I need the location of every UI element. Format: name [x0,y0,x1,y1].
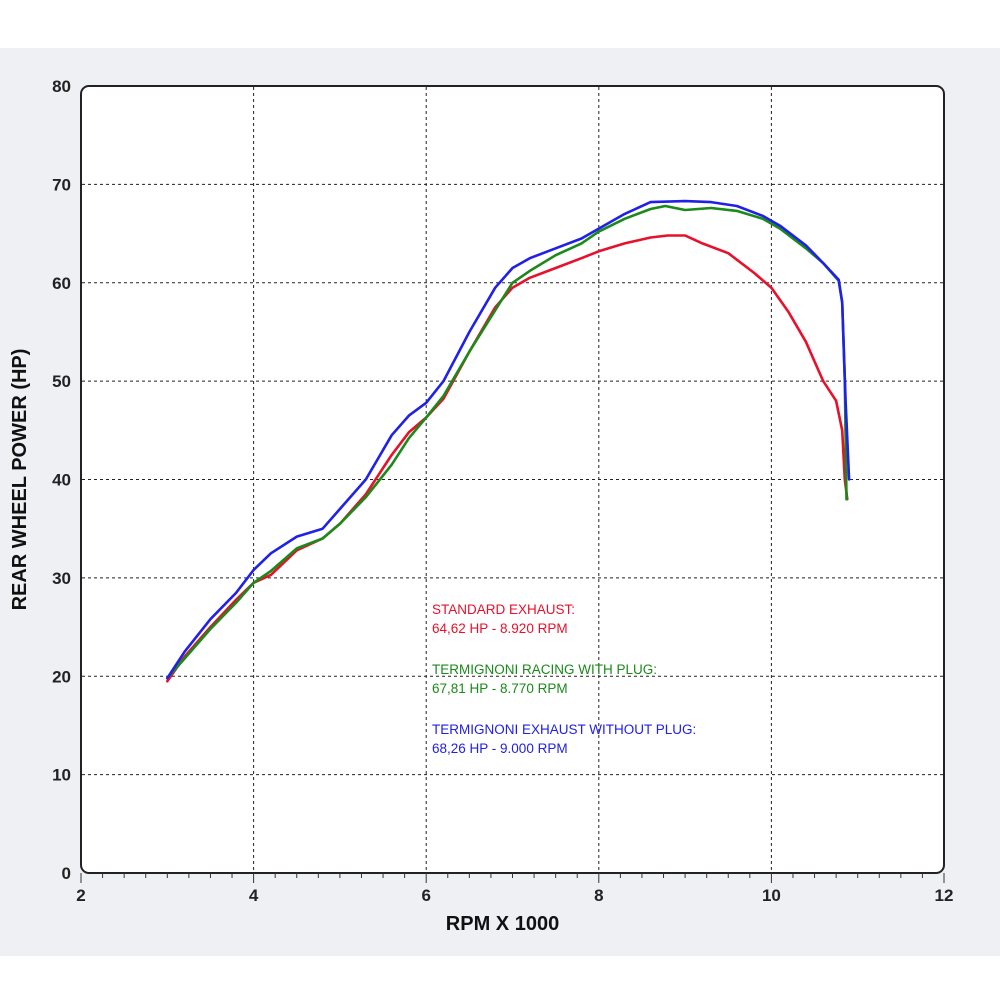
y-tick-label: 80 [52,77,71,96]
series-line-1 [166,234,849,683]
annotation-value: 68,26 HP - 9.000 RPM [432,741,568,756]
grid-lines [82,87,943,872]
y-tick-label: 70 [52,175,71,194]
y-axis-label: REAR WHEEL POWER (HP) [9,349,31,611]
y-tick-label: 0 [62,864,71,883]
y-tick-label: 20 [52,667,71,686]
y-tick-label: 40 [52,471,71,490]
y-tick-label: 30 [52,569,71,588]
x-tick-label: 8 [594,886,603,905]
series-line-2 [166,204,848,680]
annotation-title: TERMIGNONI RACING WITH PLUG: [432,662,657,677]
x-tick-label: 6 [421,886,430,905]
series-lines [166,199,851,683]
x-tick-label: 10 [762,886,781,905]
power-curve-chart: 2 4 6 8 10 12 0 10 20 30 40 50 60 70 80 STANDARD EXHAU… [9,77,953,935]
annotation-value: 67,81 HP - 8.770 RPM [432,681,568,696]
y-tick-label: 10 [52,766,71,785]
x-tick-label: 4 [249,886,259,905]
axis-ticks: 2 4 6 8 10 12 0 10 20 30 40 50 60 70 80 [52,77,953,905]
x-tick-label: 12 [935,886,954,905]
annotation-title: STANDARD EXHAUST: [432,602,575,617]
annotations: STANDARD EXHAUST: 64,62 HP - 8.920 RPM TER… [432,602,696,756]
annotation-title: TERMIGNONI EXHAUST WITHOUT PLUG: [432,722,696,737]
x-tick-label: 2 [76,886,85,905]
y-tick-label: 60 [52,274,71,293]
series-line-3 [166,199,851,680]
annotation-value: 64,62 HP - 8.920 RPM [432,621,568,636]
y-tick-label: 50 [52,372,71,391]
chart-background: 2 4 6 8 10 12 0 10 20 30 40 50 60 70 80 STANDARD EXHAU… [0,48,1000,956]
x-axis-label: RPM X 1000 [446,913,559,935]
